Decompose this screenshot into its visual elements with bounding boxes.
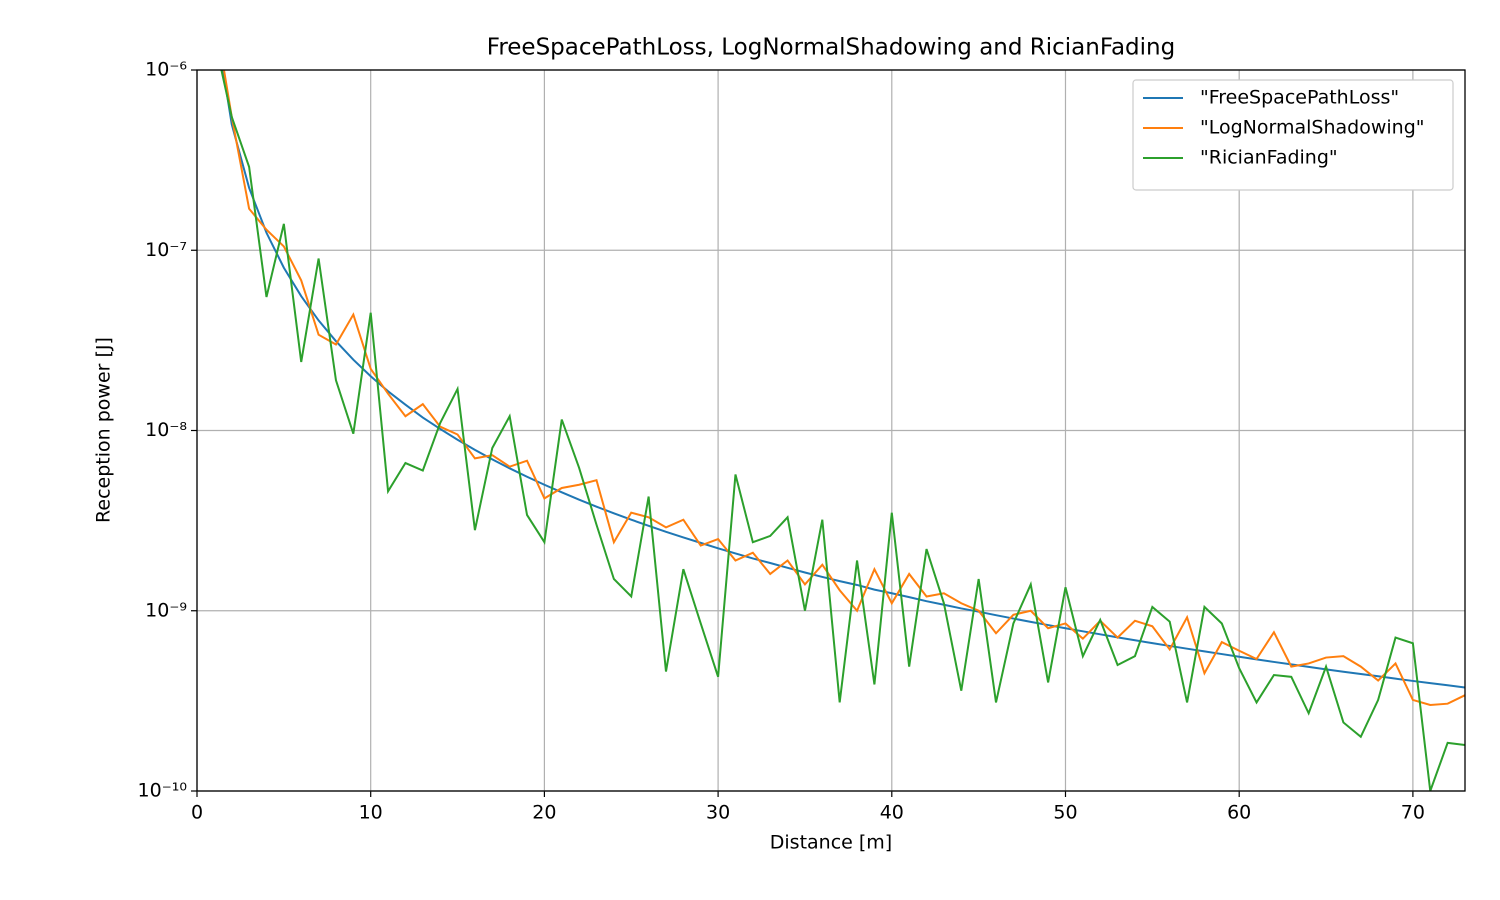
y-tick-label: 10⁻¹⁰: [138, 780, 187, 802]
x-tick-label: 30: [706, 802, 730, 824]
x-tick-label: 70: [1401, 802, 1425, 824]
chart-title: FreeSpacePathLoss, LogNormalShadowing an…: [487, 35, 1175, 61]
x-tick-label: 10: [359, 802, 383, 824]
x-tick-label: 40: [880, 802, 904, 824]
plot-area: [220, 70, 1465, 791]
y-tick-label: 10⁻⁹: [145, 599, 187, 621]
y-tick-label: 10⁻⁷: [145, 239, 187, 261]
legend-label: "RicianFading": [1200, 147, 1338, 169]
plot-frame: [196, 69, 1466, 792]
y-axis-label: Reception power [J]: [93, 337, 115, 523]
x-tick-label: 0: [191, 802, 203, 824]
x-tick-label: 60: [1227, 802, 1251, 824]
series-line: [222, 70, 1465, 707]
x-tick-label: 50: [1053, 802, 1077, 824]
y-tick-label: 10⁻⁸: [145, 419, 187, 441]
series-line: [220, 70, 1465, 791]
y-tick-label: 10⁻⁶: [145, 59, 187, 81]
legend-label: "FreeSpacePathLoss": [1200, 87, 1399, 109]
legend-label: "LogNormalShadowing": [1200, 117, 1425, 139]
x-axis-label: Distance [m]: [770, 832, 892, 854]
legend-box: [1132, 79, 1454, 191]
x-tick-label: 20: [532, 802, 556, 824]
